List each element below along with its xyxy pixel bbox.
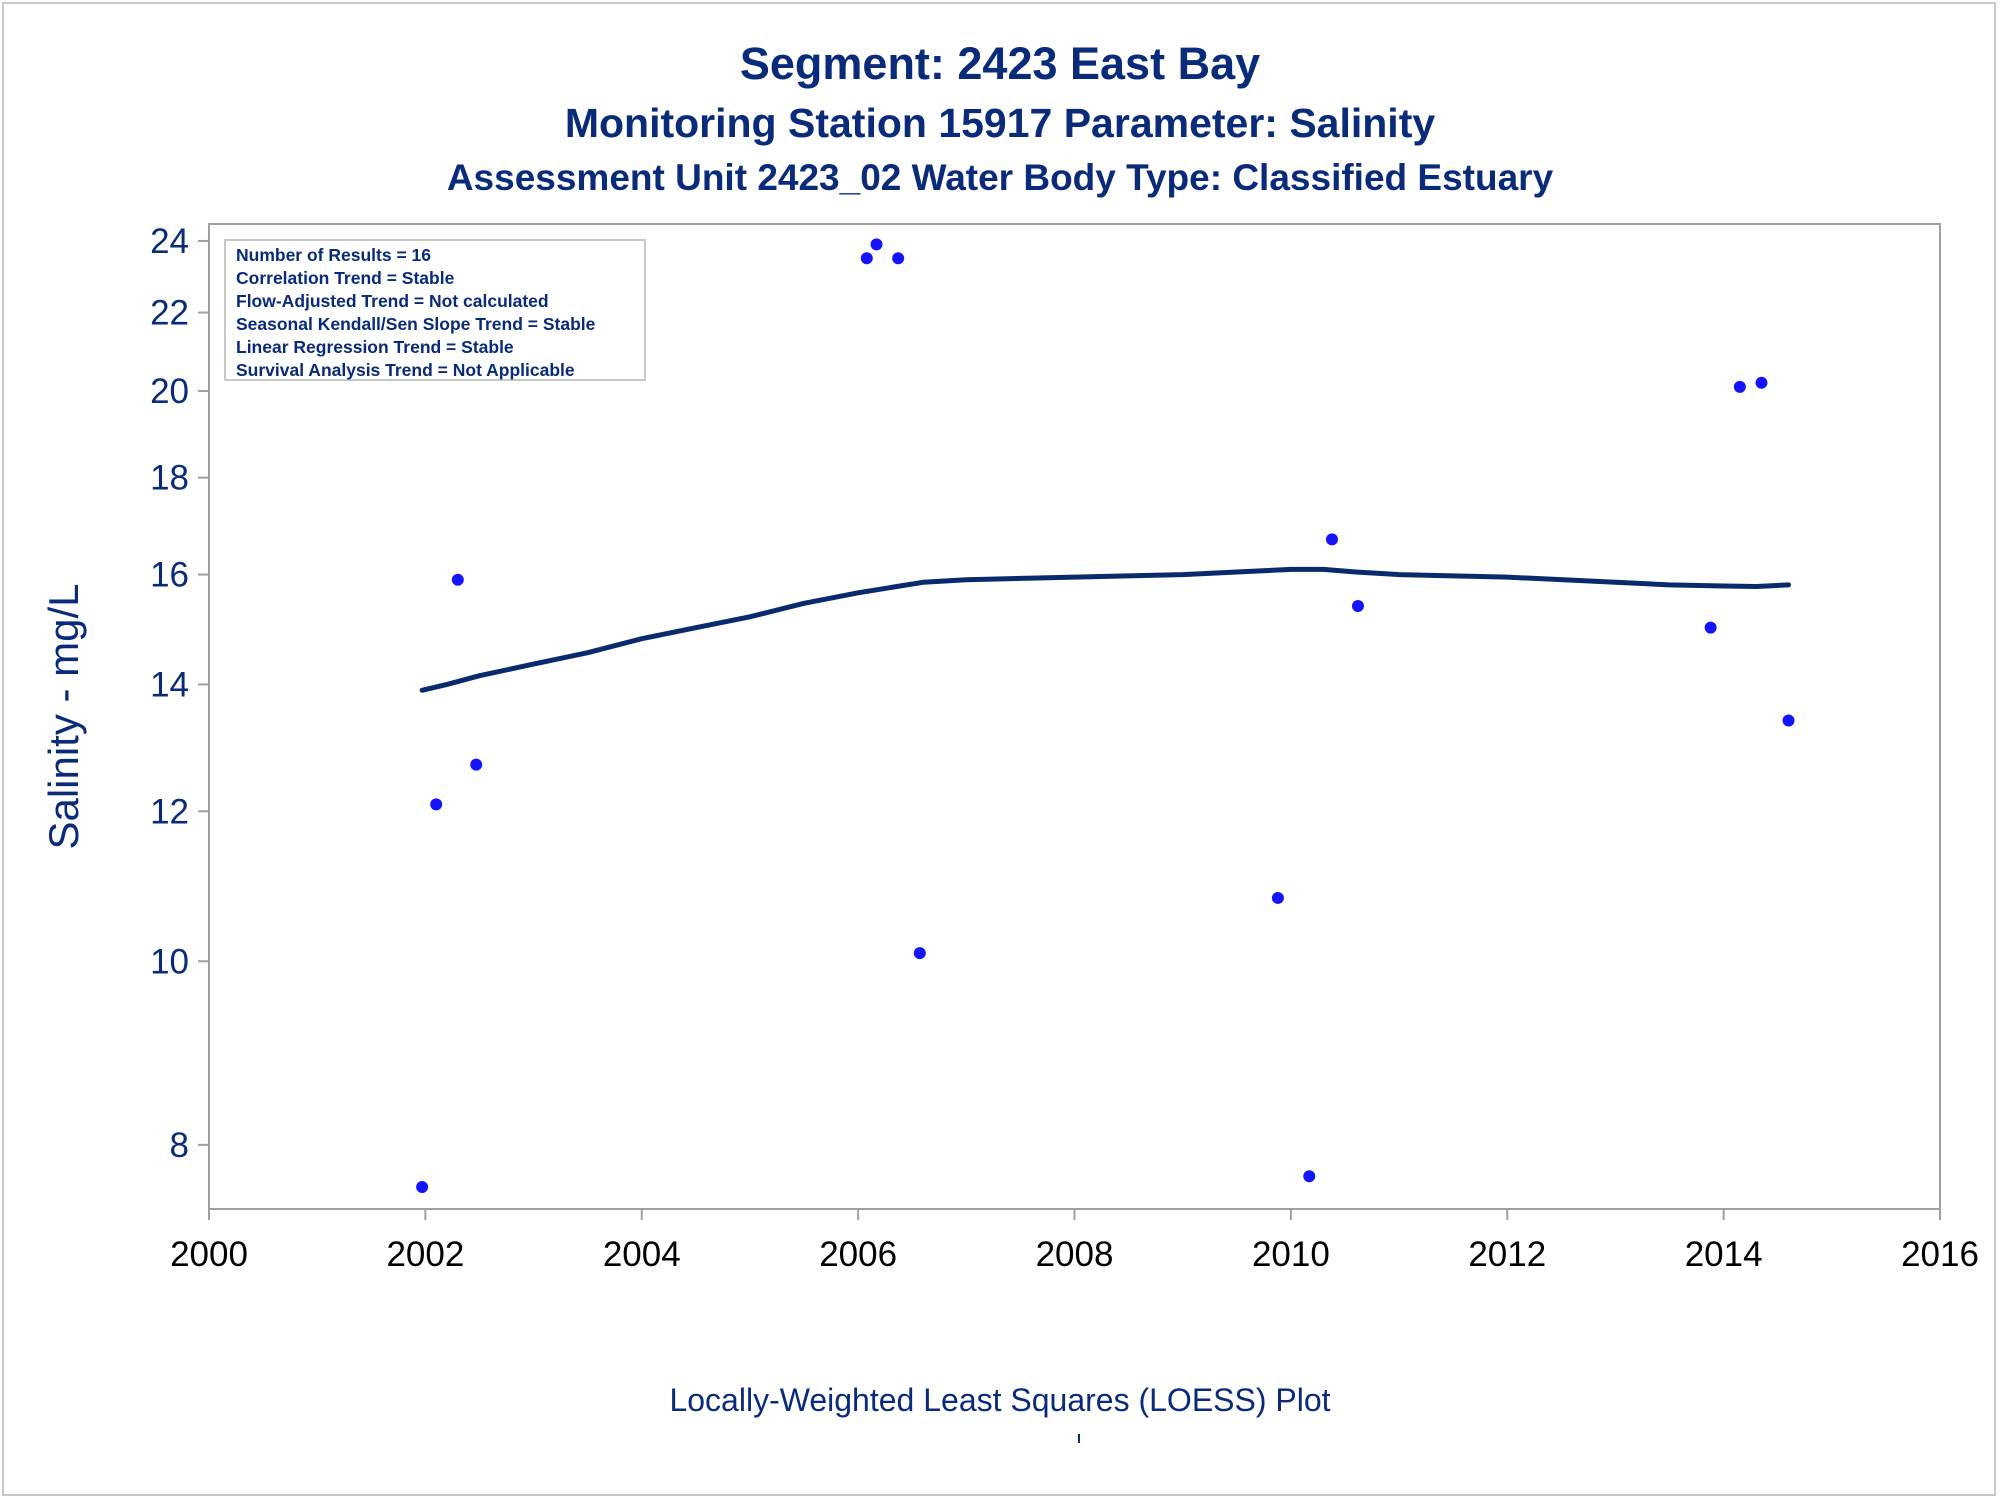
footnote: Locally-Weighted Least Squares (LOESS) P… <box>669 1382 1331 1418</box>
data-point <box>892 252 905 265</box>
data-point <box>470 758 483 771</box>
x-tick-label: 2004 <box>603 1235 681 1274</box>
stat-line-seasonal-kendall: Seasonal Kendall/Sen Slope Trend = Stabl… <box>236 314 596 334</box>
data-point <box>860 252 873 265</box>
chart-title: Segment: 2423 East Bay <box>739 38 1261 89</box>
data-point <box>1704 621 1717 634</box>
y-tick-label: 20 <box>150 372 189 411</box>
data-point <box>1303 1170 1316 1183</box>
x-tick-label: 2002 <box>386 1235 464 1274</box>
x-tick-label: 2010 <box>1252 1235 1330 1274</box>
loess-trend-line <box>419 566 1791 693</box>
data-point <box>1782 714 1795 727</box>
y-tick-label: 14 <box>150 665 189 704</box>
chart-subtitle: Monitoring Station 15917 Parameter: Sali… <box>564 100 1436 146</box>
stat-line-results: Number of Results = 16 <box>236 245 431 265</box>
x-tick-label: 2006 <box>819 1235 897 1274</box>
x-tick-label: 2000 <box>170 1235 248 1274</box>
data-point <box>913 947 926 960</box>
y-tick-label: 16 <box>150 556 189 595</box>
data-point <box>451 573 464 586</box>
data-point <box>1325 533 1338 546</box>
data-point <box>416 1181 429 1194</box>
y-tick-label: 10 <box>150 942 189 981</box>
data-point <box>870 238 883 251</box>
x-tick-label: 2008 <box>1036 1235 1114 1274</box>
stat-line-survival: Survival Analysis Trend = Not Applicable <box>236 360 575 380</box>
stat-line-correlation: Correlation Trend = Stable <box>236 268 455 288</box>
y-tick-label: 8 <box>170 1126 189 1165</box>
y-tick-label: 18 <box>150 459 189 498</box>
footnote-tick <box>1078 1434 1080 1443</box>
x-tick-label: 2012 <box>1468 1235 1546 1274</box>
stat-line-flow-adjusted: Flow-Adjusted Trend = Not calculated <box>236 291 549 311</box>
data-point <box>1271 891 1284 904</box>
y-tick-label: 12 <box>150 792 189 831</box>
x-tick-label: 2016 <box>1901 1235 1979 1274</box>
y-tick-label: 24 <box>150 222 189 261</box>
data-point <box>1733 380 1746 393</box>
stat-line-linear-regression: Linear Regression Trend = Stable <box>236 337 514 357</box>
x-tick-label: 2014 <box>1685 1235 1763 1274</box>
data-point <box>430 798 443 811</box>
data-point <box>1351 600 1364 613</box>
data-point <box>1755 376 1768 389</box>
y-tick-label: 22 <box>150 294 189 333</box>
chart-subtitle-2: Assessment Unit 2423_02 Water Body Type:… <box>446 157 1554 198</box>
stats-box: Number of Results = 16 Correlation Trend… <box>224 239 646 381</box>
y-axis-label: Salinity - mg/L <box>40 583 87 849</box>
